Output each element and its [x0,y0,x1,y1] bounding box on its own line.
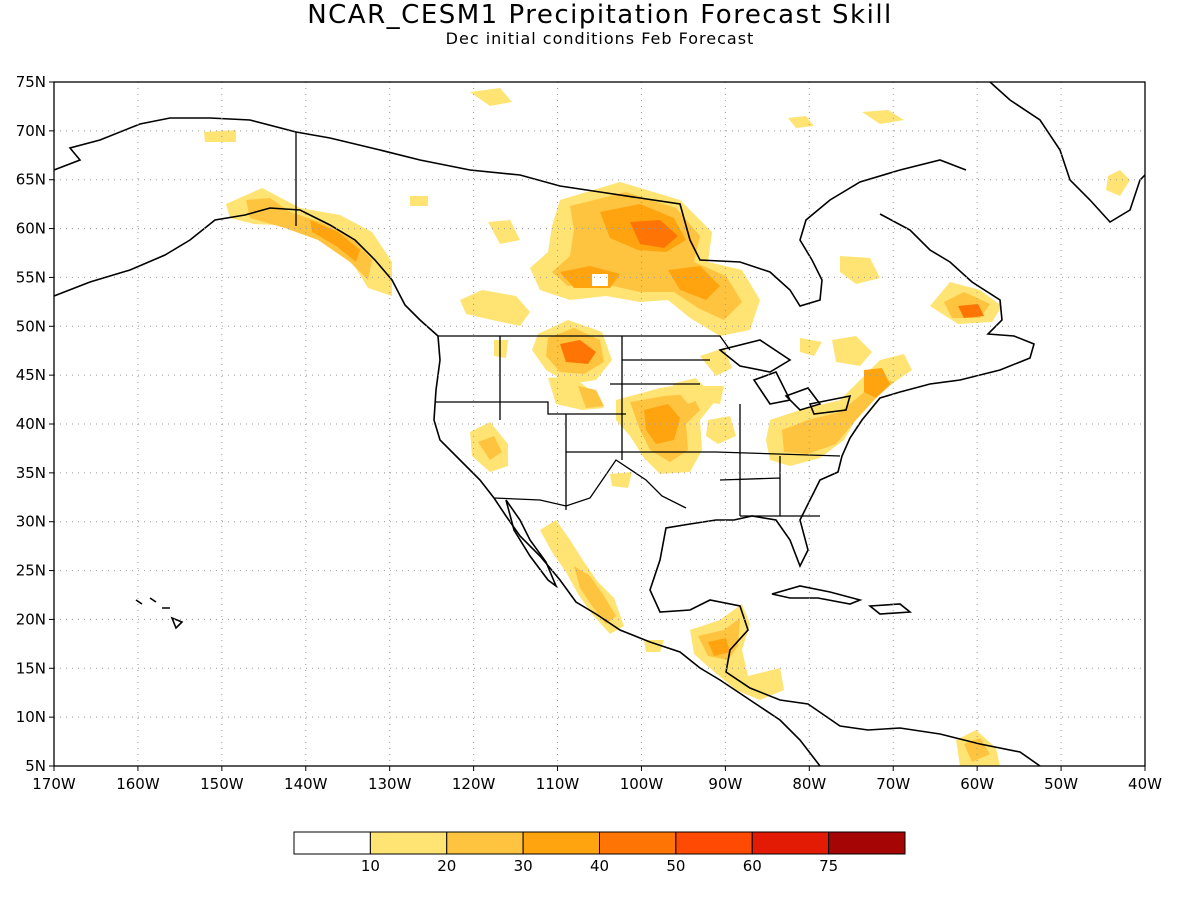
skill-area [704,386,724,404]
graticule [54,82,1145,766]
colorbar-label: 30 [514,857,533,875]
map-subtitle: Dec initial conditions Feb Forecast [445,29,755,48]
skill-area [460,290,530,326]
lat-tick-label: 65N [16,171,46,189]
hawaii [135,597,184,630]
skill-area [862,110,904,124]
lat-tick-label: 70N [16,122,46,140]
skill-area [246,198,372,280]
lon-tick-label: 90W [708,775,742,793]
colorbar-label: 60 [743,857,762,875]
lat-tick-label: 45N [16,366,46,384]
lat-tick-label: 60N [16,220,46,238]
political-borders [295,132,841,517]
lat-tick-label: 25N [16,562,46,580]
latitude-labels: 5N 10N 15N 20N 25N 30N 35N 40N 45N 50N 55N 60N 65N 70… [16,73,54,775]
colorbar-swatch [522,831,600,855]
lat-tick-label: 50N [16,317,46,335]
lat-tick-label: 35N [16,464,46,482]
colorbar-swatch [369,831,448,855]
lon-tick-label: 170W [32,775,76,793]
pacific-coast [433,335,821,766]
cuba [771,585,863,605]
map-title: NCAR_CESM1 Precipitation Forecast Skill [307,0,893,30]
colorbar-swatch [446,831,524,855]
skill-area [782,378,894,454]
lat-tick-label: 10N [16,708,46,726]
plot-frame [53,81,1146,767]
hispaniola [867,603,913,615]
great-lakes [718,339,852,415]
lat-tick-label: 30N [16,513,46,531]
lon-tick-label: 70W [876,775,910,793]
skill-area [700,348,732,376]
skill-area [478,436,502,460]
colorbar-label: 75 [819,857,838,875]
greenland-coast [989,82,1145,224]
skill-area [410,196,428,206]
lon-tick-label: 60W [960,775,994,793]
longitude-labels: 170W 160W 150W 140W 130W 120W 110W 100W 90W 80W 70… [32,766,1162,793]
colorbar-label: 40 [590,857,609,875]
colorbar: 10 20 30 40 50 60 75 [293,831,906,875]
colorbar-swatch [751,831,830,855]
skill-area [574,566,616,624]
lon-tick-label: 130W [368,775,412,793]
lat-tick-label: 55N [16,268,46,286]
skill-area [578,386,604,408]
us-mexico-border [493,459,687,509]
skill-area [488,220,520,244]
skill-area [644,640,664,652]
lon-tick-label: 120W [452,775,496,793]
alaska-coast [54,117,439,337]
lon-tick-label: 100W [620,775,664,793]
skill-area [788,116,814,128]
skill-area [310,220,360,262]
lat-tick-label: 40N [16,415,46,433]
skill-area [832,336,872,366]
baja-coast [505,499,558,589]
state-lines [436,336,841,517]
lon-tick-label: 80W [792,775,826,793]
lon-tick-label: 50W [1044,775,1078,793]
colorbar-label: 20 [437,857,456,875]
skill-area [494,340,508,358]
skill-area [644,404,680,444]
lon-tick-label: 110W [536,775,580,793]
skill-area [610,472,632,488]
coastlines [54,82,1145,766]
colorbar-swatch [293,831,371,855]
skill-area [560,340,596,364]
lon-tick-label: 160W [116,775,160,793]
lat-tick-label: 20N [16,610,46,628]
skill-shading [204,88,1130,766]
arctic-coast [295,131,967,307]
skill-area [630,220,678,248]
skill-area [958,304,984,318]
lat-tick-label: 15N [16,659,46,677]
skill-area [204,130,236,142]
skill-area [708,638,730,656]
skill-area [706,416,736,444]
colorbar-swatch [828,831,906,855]
lat-tick-label: 75N [16,73,46,91]
skill-area [800,338,822,356]
colorbar-label: 10 [361,857,380,875]
colorbar-swatch [675,831,753,855]
lon-tick-label: 140W [284,775,328,793]
skill-area [690,604,784,700]
skill-area [840,256,880,284]
lon-tick-label: 150W [200,775,244,793]
skill-gap [592,274,608,286]
colorbar-label: 50 [666,857,685,875]
labrador-coast [649,213,1041,766]
skill-area [1106,170,1130,196]
lat-tick-label: 5N [25,757,46,775]
us-canada-border [438,335,731,351]
skill-area [470,88,512,106]
colorbar-swatch [599,831,677,855]
lon-tick-label: 40W [1128,775,1162,793]
